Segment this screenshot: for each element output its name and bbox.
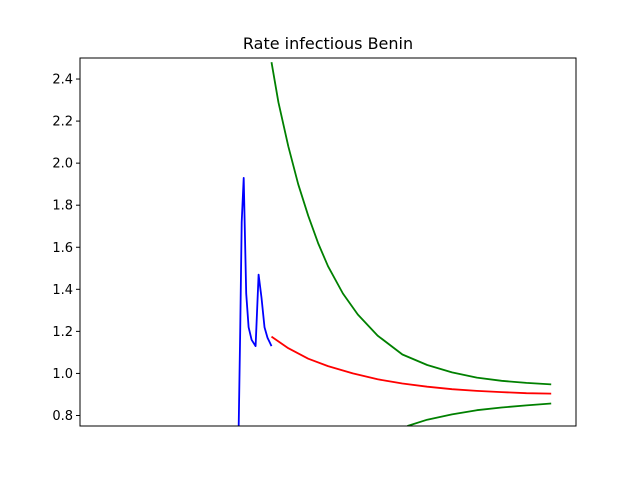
y-tick-label: 0.8 (52, 409, 73, 424)
y-tick-label: 1.4 (52, 283, 73, 298)
plot-area (237, 62, 552, 426)
series-line-1 (270, 335, 552, 395)
series-line-0 (237, 176, 273, 426)
y-axis: 0.8 1.0 1.2 1.4 1.6 1.8 2.0 2.2 2.4 (52, 73, 80, 424)
y-tick-label: 1.0 (52, 367, 73, 382)
series-line-3 (407, 402, 552, 426)
series-line-2 (270, 62, 552, 386)
plot-frame (79, 57, 577, 427)
y-tick-label: 1.6 (52, 241, 73, 256)
y-tick-label: 2.2 (52, 115, 73, 130)
y-tick-label: 2.4 (52, 73, 73, 88)
chart-title: Rate infectious Benin (243, 34, 413, 53)
y-tick-label: 1.8 (52, 199, 73, 214)
y-tick-label: 1.2 (52, 325, 73, 340)
y-tick-label: 2.0 (52, 157, 73, 172)
